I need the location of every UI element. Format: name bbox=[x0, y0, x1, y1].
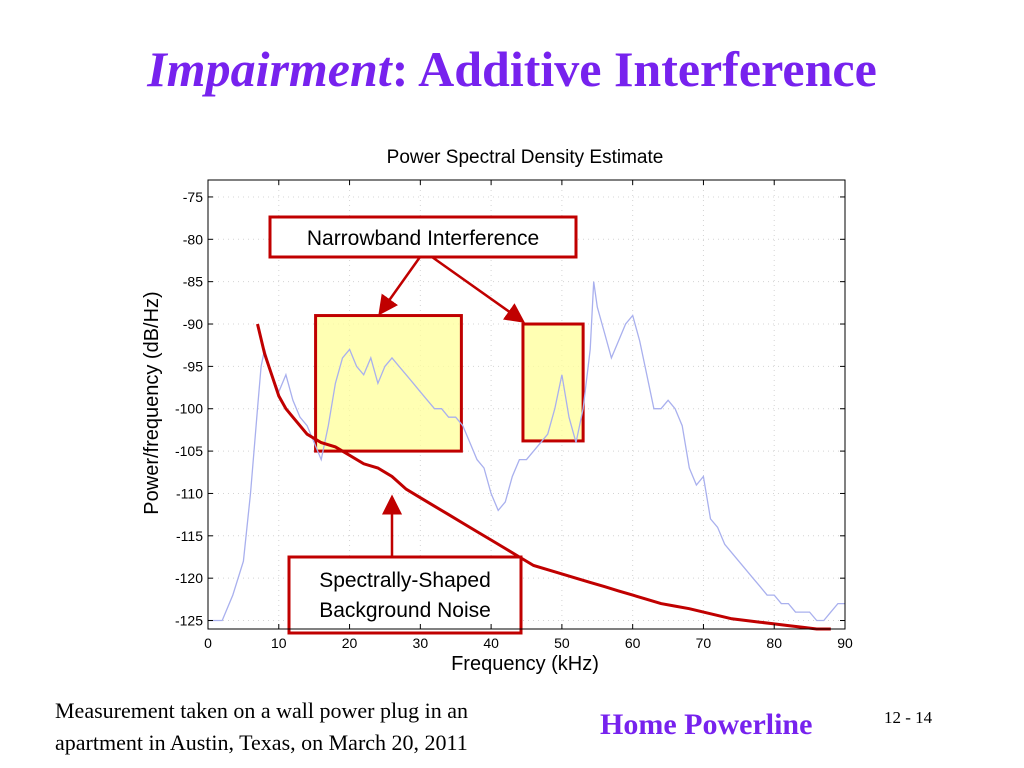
x-tick-label: 40 bbox=[483, 635, 499, 651]
y-tick-label: -80 bbox=[183, 231, 203, 247]
x-tick-label: 50 bbox=[554, 635, 570, 651]
y-axis-label: Power/frequency (dB/Hz) bbox=[141, 291, 163, 514]
chart-title: Power Spectral Density Estimate bbox=[387, 147, 664, 168]
plot-series bbox=[208, 281, 845, 631]
slide-title: Impairment: Additive Interference bbox=[0, 42, 1024, 97]
x-axis-label: Frequency (kHz) bbox=[451, 653, 599, 675]
y-tick-label: -125 bbox=[175, 613, 203, 629]
y-tick-label: -105 bbox=[175, 443, 203, 459]
arrow-to-region-1 bbox=[378, 256, 422, 316]
narrowband-label-box bbox=[268, 215, 578, 259]
footer-brand: Home Powerline bbox=[600, 708, 813, 741]
y-tick-label: -115 bbox=[176, 528, 203, 544]
x-tick-label: 30 bbox=[413, 635, 429, 651]
x-tick-label: 90 bbox=[837, 635, 853, 651]
slide-title-italic: Impairment bbox=[147, 41, 392, 97]
highlight-region bbox=[521, 322, 585, 443]
y-tick-label: -85 bbox=[183, 274, 203, 290]
y-tick-label: -100 bbox=[175, 401, 203, 417]
measurement-note-line1: Measurement taken on a wall power plug i… bbox=[55, 698, 468, 723]
y-tick-label: -75 bbox=[183, 189, 203, 205]
highlight-region bbox=[314, 314, 463, 453]
noise-label-line1: Spectrally-Shaped bbox=[319, 569, 491, 592]
psd-trace bbox=[208, 281, 845, 622]
highlight-regions bbox=[314, 314, 585, 453]
y-tick-label: -110 bbox=[176, 485, 203, 501]
plot-frame bbox=[207, 179, 846, 630]
y-tick-label: -90 bbox=[183, 316, 203, 332]
y-tick-label: -95 bbox=[183, 358, 203, 374]
psd-chart: Power Spectral Density Estimate Narrowba… bbox=[141, 147, 853, 675]
noise-label-box bbox=[287, 555, 523, 635]
x-tick-label: 20 bbox=[342, 635, 358, 651]
x-tick-label: 0 bbox=[204, 635, 212, 651]
noise-label-line2: Background Noise bbox=[319, 599, 491, 622]
slide-title-rest: : Additive Interference bbox=[391, 41, 877, 97]
x-tick-label: 70 bbox=[696, 635, 712, 651]
arrow-to-region-2 bbox=[431, 255, 526, 323]
x-tick-label: 10 bbox=[271, 635, 287, 651]
narrowband-label: Narrowband Interference bbox=[307, 227, 539, 250]
measurement-note-line2: apartment in Austin, Texas, on March 20,… bbox=[55, 729, 468, 755]
axes: 0 10 20 30 40 50 60 70 80 90 -75 -80 -85 -90 -95 -100 -1… bbox=[175, 179, 853, 651]
annotation-layer: Narrowband Interference Spectrally-Shape… bbox=[268, 215, 578, 635]
x-tick-label: 60 bbox=[625, 635, 641, 651]
background-noise-curve bbox=[256, 323, 831, 631]
x-tick-label: 80 bbox=[766, 635, 782, 651]
page-number: 12 - 14 bbox=[884, 708, 933, 727]
y-tick-label: -120 bbox=[175, 570, 203, 586]
measurement-note: Measurement taken on a wall power plug i… bbox=[55, 695, 555, 759]
